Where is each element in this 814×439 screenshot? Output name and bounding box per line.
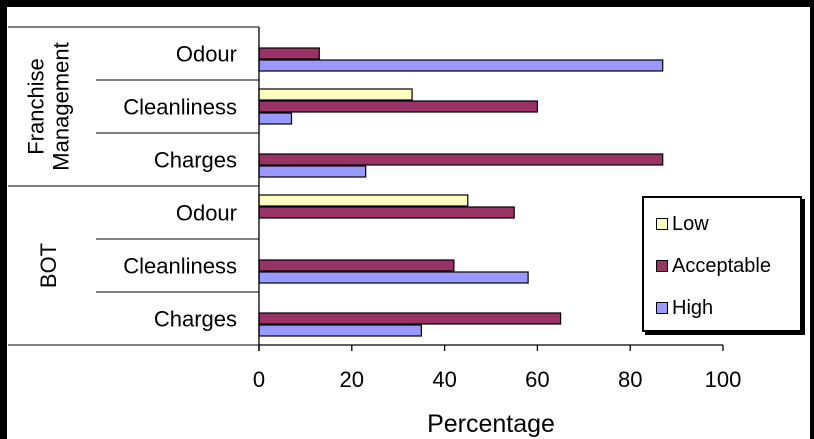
x-tick-label-80: 80 bbox=[618, 367, 642, 392]
bar-bot-charges-high bbox=[258, 324, 422, 337]
group-label-line: Franchise bbox=[24, 58, 49, 155]
x-tick-label-60: 60 bbox=[525, 367, 549, 392]
x-tick-label-40: 40 bbox=[432, 367, 456, 392]
category-label-franchise-management-cleanliness: Cleanliness bbox=[123, 95, 237, 120]
x-tick-label-0: 0 bbox=[253, 367, 265, 392]
legend-item-acceptable: Acceptable bbox=[656, 254, 771, 278]
bar-franchise-management-odour-acceptable bbox=[258, 47, 320, 60]
legend-label-high: High bbox=[672, 296, 714, 319]
group-label-franchise-management: FranchiseManagement bbox=[24, 42, 74, 170]
bar-bot-cleanliness-high bbox=[258, 271, 529, 284]
bar-franchise-management-odour-high bbox=[258, 59, 664, 72]
bar-bot-charges-acceptable bbox=[258, 312, 562, 325]
group-label-line: BOT bbox=[36, 243, 61, 288]
category-label-bot-charges: Charges bbox=[154, 307, 237, 332]
category-label-bot-cleanliness: Cleanliness bbox=[123, 254, 237, 279]
bar-franchise-management-cleanliness-acceptable bbox=[258, 100, 538, 113]
group-label-line: Management bbox=[49, 42, 74, 170]
category-label-franchise-management-charges: Charges bbox=[154, 148, 237, 173]
legend-label-low: Low bbox=[672, 212, 709, 235]
legend-swatch-low bbox=[656, 218, 668, 230]
legend-swatch-high bbox=[656, 302, 668, 314]
bar-franchise-management-cleanliness-high bbox=[258, 112, 293, 125]
x-axis-title: Percentage bbox=[427, 410, 555, 438]
group-label-bot: BOT bbox=[36, 243, 61, 288]
bar-bot-cleanliness-acceptable bbox=[258, 259, 455, 272]
bar-bot-odour-acceptable bbox=[258, 206, 515, 219]
legend-label-acceptable: Acceptable bbox=[672, 254, 771, 277]
legend-swatch-acceptable bbox=[656, 260, 668, 272]
bar-bot-odour-low bbox=[258, 194, 469, 207]
bar-franchise-management-charges-high bbox=[258, 165, 367, 178]
bar-franchise-management-charges-acceptable bbox=[258, 153, 664, 166]
x-tick-label-100: 100 bbox=[705, 367, 742, 392]
bar-franchise-management-cleanliness-low bbox=[258, 88, 413, 101]
category-label-bot-odour: Odour bbox=[176, 201, 237, 226]
x-tick-label-20: 20 bbox=[340, 367, 364, 392]
category-label-franchise-management-odour: Odour bbox=[176, 42, 237, 67]
legend: Low Acceptable High bbox=[642, 196, 802, 332]
legend-item-high: High bbox=[656, 296, 713, 320]
legend-item-low: Low bbox=[656, 212, 709, 236]
